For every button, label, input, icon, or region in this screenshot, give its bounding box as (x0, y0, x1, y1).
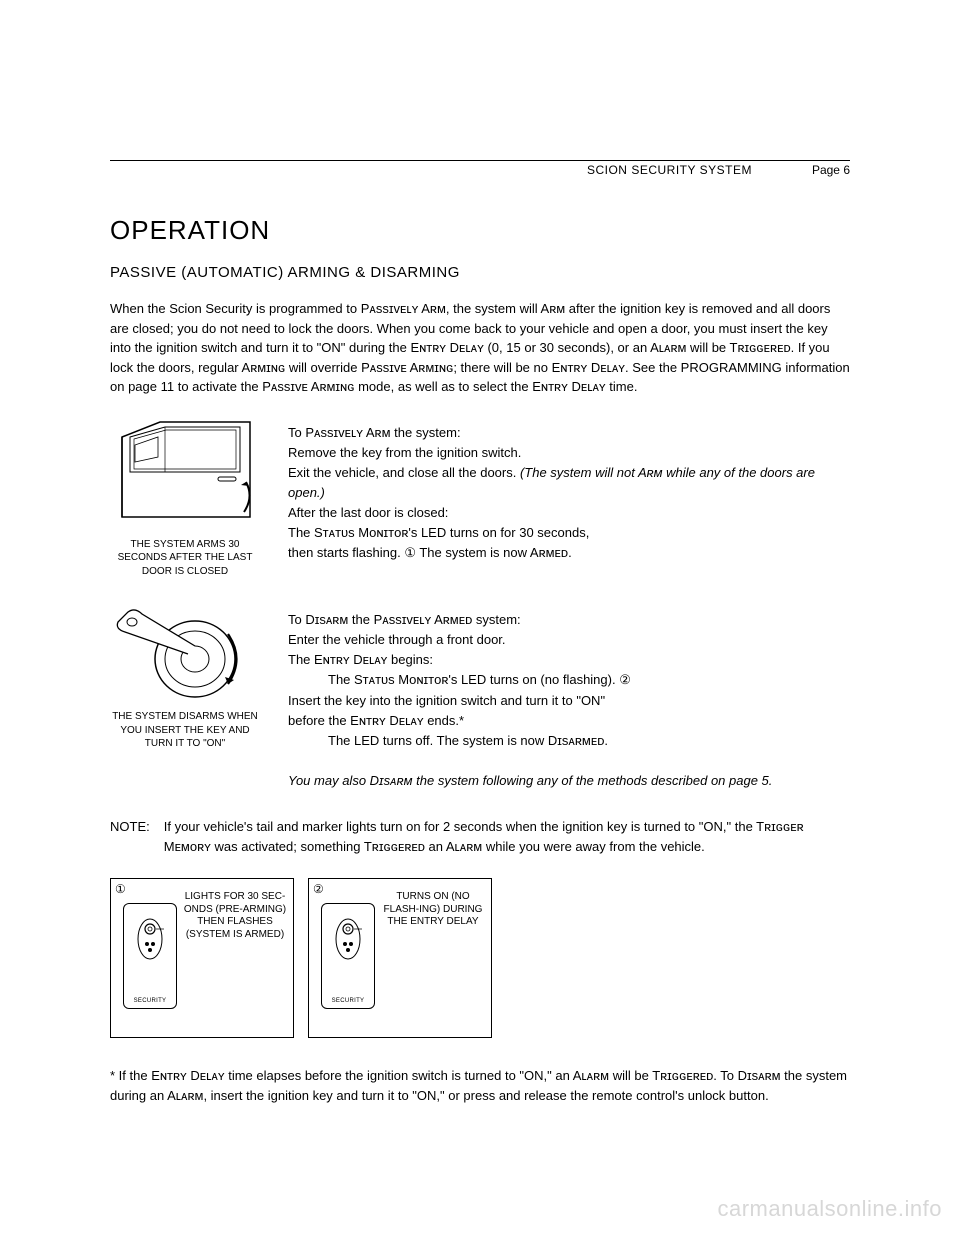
intro-paragraph: When the Scion Security is programmed to… (110, 299, 850, 397)
watermark: carmanualsonline.info (717, 1196, 942, 1222)
page-heading: OPERATION (110, 215, 850, 246)
car-door-icon (110, 417, 260, 532)
box1-text: LIGHTS FOR 30 SEC-ONDS (PRE-ARMING) THEN… (183, 891, 287, 941)
box1-num: ① (115, 882, 126, 896)
led-icon (136, 916, 164, 962)
key-caption: THE SYSTEM DISARMS WHEN YOU INSERT THE K… (110, 710, 260, 751)
security-label-1: SECURITY (134, 998, 167, 1004)
ignition-key-icon (110, 604, 260, 704)
header-rule: SCION SECURITY SYSTEM Page 6 (110, 160, 850, 177)
box2-text: TURNS ON (NO FLASH-ING) DURING THE ENTRY… (381, 891, 485, 929)
arm-l3a: Exit the vehicle, and close all the door… (288, 465, 520, 480)
dis-l4: The Sᴛᴀᴛᴜs Mᴏɴɪᴛᴏʀ's LED turns on (no fl… (328, 670, 850, 690)
dis-l5: Insert the key into the ignition switch … (288, 693, 605, 708)
box2-num: ② (313, 882, 324, 896)
indicator-box-2: ② SECURITY TURNS ON (NO FLASH-ING) DURIN… (308, 878, 492, 1038)
dis-l2: Enter the vehicle through a front door. (288, 632, 506, 647)
dis-l1: To Dɪsᴀʀᴍ the Pᴀssɪᴠᴇʟʏ Aʀᴍᴇᴅ system: (288, 612, 521, 627)
arm-l4: After the last door is closed: (288, 505, 448, 520)
led-icon (334, 916, 362, 962)
note-text: If your vehicle's tail and marker lights… (164, 817, 850, 856)
arm-section: THE SYSTEM ARMS 30 SECONDS AFTER THE LAS… (110, 417, 850, 579)
door-illustration-col: THE SYSTEM ARMS 30 SECONDS AFTER THE LAS… (110, 417, 260, 579)
note-row: NOTE: If your vehicle's tail and marker … (110, 817, 850, 856)
arm-l6: then starts flashing. ① The system is no… (288, 545, 572, 560)
note-label: NOTE: (110, 817, 150, 856)
dis-note: You may also Dɪsᴀʀᴍ the system following… (288, 773, 772, 788)
arm-l5: The Sᴛᴀᴛᴜs Mᴏɴɪᴛᴏʀ's LED turns on for 30… (288, 525, 589, 540)
key-illustration-col: THE SYSTEM DISARMS WHEN YOU INSERT THE K… (110, 604, 260, 791)
dis-l3: The Eɴᴛʀʏ Dᴇʟᴀʏ begins: (288, 652, 433, 667)
header-system: SECURITY SYSTEM (631, 163, 752, 177)
security-module-1: SECURITY (123, 903, 177, 1009)
indicator-box-1: ① SECURITY LIGHTS FOR 30 SEC-ONDS (PRE-A… (110, 878, 294, 1038)
arm-l2: Remove the key from the ignition switch. (288, 445, 521, 460)
door-caption: THE SYSTEM ARMS 30 SECONDS AFTER THE LAS… (110, 538, 260, 579)
security-label-2: SECURITY (332, 998, 365, 1004)
disarm-section: THE SYSTEM DISARMS WHEN YOU INSERT THE K… (110, 604, 850, 791)
dis-l7: The LED turns off. The system is now Dɪs… (328, 731, 850, 751)
page-subheading: PASSIVE (AUTOMATIC) ARMING & DISARMING (110, 264, 850, 281)
security-module-2: SECURITY (321, 903, 375, 1009)
disarm-text: To Dɪsᴀʀᴍ the Pᴀssɪᴠᴇʟʏ Aʀᴍᴇᴅ system: En… (288, 604, 850, 791)
header-brand: SCION (587, 163, 628, 177)
dis-l6: before the Eɴᴛʀʏ Dᴇʟᴀʏ ends.* (288, 713, 464, 728)
indicator-boxes-row: ① SECURITY LIGHTS FOR 30 SEC-ONDS (PRE-A… (110, 878, 850, 1038)
arm-l1: To Pᴀssɪᴠᴇʟʏ Aʀᴍ the system: (288, 425, 461, 440)
page-content: SCION SECURITY SYSTEM Page 6 OPERATION P… (0, 0, 960, 1158)
page-number: Page 6 (812, 163, 850, 177)
footnote: * If the Eɴᴛʀʏ Dᴇʟᴀʏ time elapses before… (110, 1066, 850, 1105)
header-title: SCION SECURITY SYSTEM (587, 163, 752, 177)
arm-text: To Pᴀssɪᴠᴇʟʏ Aʀᴍ the system: Remove the … (288, 417, 850, 579)
